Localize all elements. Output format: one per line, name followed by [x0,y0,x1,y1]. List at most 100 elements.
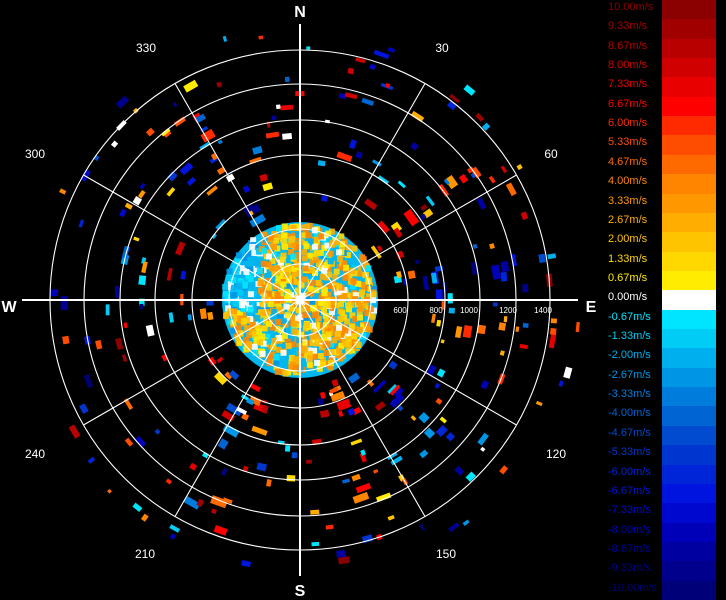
clutter-cell [62,335,70,345]
clutter-cell [115,285,119,298]
clutter-cell [425,195,435,207]
disk-pixel [335,330,341,337]
disk-pixel [315,315,322,322]
disk-pixel [235,298,242,305]
legend-swatch [662,425,716,446]
clutter-cell [336,151,353,162]
disk-pixel [243,269,250,275]
disk-pixel [287,305,294,312]
disk-pixel [276,233,283,240]
clutter-cell [520,211,529,221]
clutter-cell [369,63,376,71]
disk-pixel [303,223,310,230]
clutter-cell [477,432,489,446]
disk-pixel [357,327,363,333]
disk-pixel [252,349,259,356]
disk-pixel [264,277,271,284]
disk-pixel [362,302,369,309]
legend-entry: -2.00m/s [602,348,726,369]
bearing-300: 300 [25,147,45,161]
disk-pixel [283,271,290,278]
disk-pixel [291,278,298,285]
clutter-cell [538,253,546,264]
legend-label: 7.33m/s [608,78,648,91]
clutter-cell [388,360,398,370]
disk-pixel [307,252,314,259]
disk-pixel [341,293,348,300]
clutter-cell [167,171,178,182]
disk-pixel [314,322,320,329]
disk-pixel [345,341,352,348]
disk-pixel [287,241,293,248]
clutter-cell [166,267,173,281]
clutter-cell [183,495,201,510]
clutter-cell [216,356,224,364]
disk-pixel [270,244,277,250]
disk-pixel [289,235,296,242]
legend-entry: -7.33m/s [602,503,726,524]
disk-pixel [341,260,348,267]
disk-pixel [295,315,301,322]
disk-pixel [292,364,299,371]
legend-swatch [662,77,716,98]
disk-pixel [227,318,234,325]
disk-pixel [259,309,266,316]
disk-pixel [302,325,309,332]
clutter-cell [410,110,425,123]
legend-label: -7.33m/s [608,504,651,517]
disk-pixel [259,350,266,357]
clutter-cell [359,452,367,463]
legend-entry: 8.00m/s [602,58,726,78]
clutter-cell [168,312,174,323]
clutter-cell [195,113,206,123]
disk-pixel [299,306,306,313]
disk-pixel [307,238,314,245]
clutter-cell [319,391,326,400]
azimuth-line [174,83,301,301]
disk-pixel [335,319,342,326]
clutter-cell [519,343,528,350]
disk-pixel [247,291,254,298]
clutter-cell [499,350,505,356]
clutter-cell [271,115,277,121]
disk-pixel [267,234,274,241]
disk-pixel [226,268,233,275]
disk-pixel [328,302,335,309]
disk-pixel [370,286,377,292]
disk-pixel [345,252,351,259]
disk-pixel [266,284,273,291]
disk-pixel [321,333,328,340]
disk-pixel [326,283,333,289]
clutter-cell [488,175,496,184]
legend-label: -4.67m/s [608,426,651,439]
range-label-800: 800 [429,306,443,315]
clutter-cell [438,183,450,197]
disk-pixel [231,308,237,315]
clutter-cell [331,379,339,387]
clutter-cell [275,104,281,110]
clutter-cell [355,151,363,159]
legend-label: -2.00m/s [608,349,651,362]
disk-pixel [239,302,246,309]
clutter-cell [465,471,477,482]
clutter-cell [393,387,404,398]
disk-pixel [289,341,296,348]
disk-pixel [349,283,356,290]
disk-pixel [294,261,300,268]
disk-pixel [276,225,282,232]
disk-pixel [243,301,249,308]
clutter-cell [216,166,226,175]
disk-pixel [298,302,305,309]
legend-entry: -4.00m/s [602,406,726,427]
clutter-cell [548,331,557,349]
disk-pixel [233,331,240,338]
clutter-cell [262,182,274,192]
clutter-cell [132,502,143,512]
clutter-cell [434,382,441,389]
clutter-cell [154,428,161,435]
clutter-cell [243,204,255,214]
clutter-cell [199,308,208,320]
disk-pixel [311,353,318,360]
disk-pixel [240,306,247,313]
clutter-cell [253,402,264,412]
